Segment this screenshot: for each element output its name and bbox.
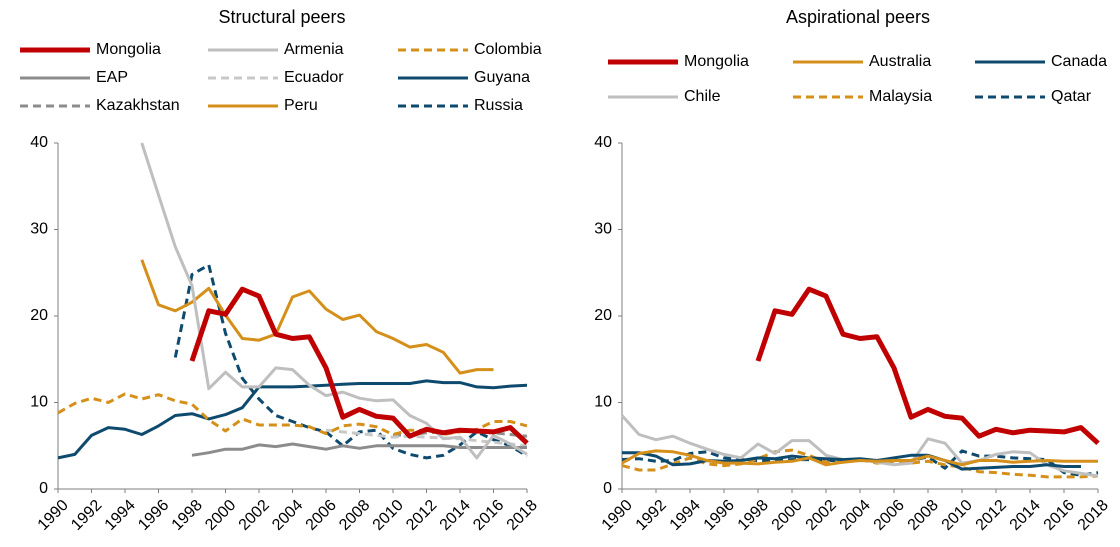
x-tick-label: 2000 [769,497,806,534]
x-tick-label: 2004 [837,497,874,534]
x-tick-label: 2018 [1075,497,1112,534]
legend-label: Ecuador [284,69,344,86]
x-tick-label: 1992 [68,497,105,534]
y-tick-label: 30 [30,221,48,238]
x-tick-label: 2016 [1041,497,1078,534]
x-tick-label: 2012 [973,497,1010,534]
y-tick-label: 10 [30,394,48,411]
series-line [57,379,528,460]
x-tick-label: 1990 [35,497,72,534]
legend-label: Mongolia [684,53,749,70]
x-tick-label: 1996 [701,497,738,534]
x-tick-label: 2010 [370,497,407,534]
x-tick-label: 2008 [905,497,942,534]
x-tick-label: 2014 [437,497,474,534]
x-tick-label: 2008 [336,497,373,534]
x-tick-label: 2014 [1007,497,1044,534]
x-tick-label: 2012 [403,497,440,534]
x-tick-label: 2016 [470,497,507,534]
series-line [621,449,1098,467]
series-line [189,286,529,446]
legend-label: Colombia [474,41,542,58]
x-tick-label: 1990 [599,497,636,534]
x-tick-label: 2010 [939,497,976,534]
series-line [325,428,528,448]
legend-label: Kazakhstan [96,97,180,114]
series-line [622,451,1081,471]
x-tick-label: 2006 [303,497,340,534]
legend-label: Qatar [1051,88,1092,105]
y-tick-label: 20 [30,307,48,324]
chart-title: Structural peers [218,7,345,27]
chart-title: Aspirational peers [786,7,930,27]
series-line [755,286,1100,446]
series-line [191,442,527,457]
legend-label: Armenia [284,41,344,58]
x-tick-label: 1998 [735,497,772,534]
legend-label: Guyana [474,69,530,86]
legend-label: Mongolia [96,41,161,58]
y-tick-label: 10 [594,394,612,411]
legend-label: Peru [284,97,318,114]
x-tick-label: 2000 [202,497,239,534]
legend-label: Russia [474,97,523,114]
series-line [140,259,494,375]
legend-label: EAP [96,69,128,86]
y-tick-label: 0 [603,480,612,497]
x-tick-label: 1992 [633,497,670,534]
x-tick-label: 2018 [504,497,541,534]
x-tick-label: 2004 [269,497,306,534]
x-tick-label: 1996 [135,497,172,534]
y-tick-label: 40 [594,134,612,151]
series-line [140,142,528,460]
legend-label: Malaysia [869,88,932,105]
y-tick-label: 30 [594,221,612,238]
series-line [173,263,528,460]
legend-label: Australia [869,53,931,70]
x-tick-label: 1998 [169,497,206,534]
y-tick-label: 0 [39,480,48,497]
x-tick-label: 2002 [236,497,273,534]
x-tick-label: 1994 [667,497,704,534]
x-tick-label: 1994 [102,497,139,534]
y-tick-label: 40 [30,134,48,151]
legend-label: Canada [1051,53,1107,70]
y-tick-label: 20 [594,307,612,324]
x-tick-label: 2002 [803,497,840,534]
x-tick-label: 2006 [871,497,908,534]
legend-label: Chile [684,88,721,105]
